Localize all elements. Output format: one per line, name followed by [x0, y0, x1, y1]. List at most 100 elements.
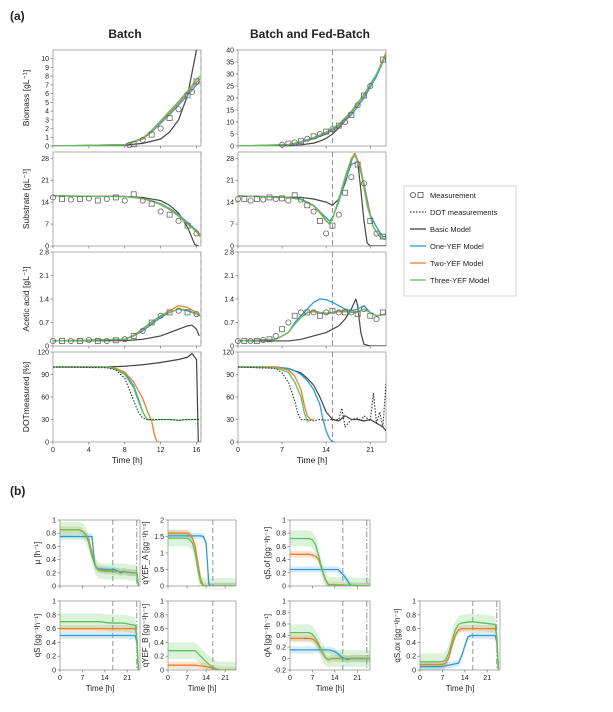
x-tick-label: 7 — [80, 675, 84, 682]
y-tick-label: 1 — [52, 599, 56, 606]
y-tick-label: 0.6 — [46, 626, 56, 633]
x-axis-label: Time [h] — [446, 684, 475, 693]
y-tick-label: 0.4 — [154, 640, 164, 647]
y-tick-label: 90 — [226, 372, 234, 379]
measurement-point — [361, 92, 367, 99]
confidence-band-three — [290, 624, 370, 668]
series-line-three — [53, 195, 201, 236]
measurement-point — [285, 197, 292, 204]
measurement-point — [59, 196, 65, 202]
y-tick-label: 2.1 — [39, 273, 49, 280]
y-tick-label: 0 — [230, 144, 234, 151]
x-tick-label: 0 — [236, 447, 240, 454]
legend-marker-circle — [409, 191, 416, 198]
y-tick-label: 1 — [282, 518, 286, 525]
series-line-three — [60, 621, 140, 670]
y-tick-label: 0 — [230, 344, 234, 351]
measurement-point — [310, 208, 317, 215]
confidence-band-two — [290, 634, 370, 664]
series-line-three — [290, 631, 370, 661]
measurement-point — [367, 83, 374, 90]
subplot-a-substrate-fed: 0 7 14 21 28 — [226, 151, 387, 251]
measurement-point — [316, 130, 323, 137]
subplot-b-qsox: 0 0.2 0.4 0.6 0.8 1 0 7 14 21 Time [h] qS,ox [gg⁻¹h… — [393, 599, 501, 693]
column-title-fed-batch: Batch and Fed-Batch — [250, 27, 370, 41]
subplot-b-qyef-a: 0 0.5 1 1.5 2 qYEF_A [gg⁻¹h⁻¹] — [141, 518, 237, 591]
y-axis-label: Acetic acid [gL⁻¹] — [21, 267, 31, 332]
measurement-point — [310, 309, 317, 316]
measurement-point — [166, 211, 173, 218]
y-tick-label: 2 — [160, 518, 164, 525]
series-group — [290, 520, 370, 586]
confidence-band-three — [290, 530, 370, 586]
y-tick-label: 2.8 — [224, 250, 234, 257]
y-tick-label: 0 — [45, 144, 49, 151]
measurement-point — [354, 311, 361, 318]
legend-label: Two-YEF Model — [430, 259, 484, 268]
series-line-three — [60, 529, 140, 586]
measurement-point — [373, 230, 380, 237]
x-tick-label: 0 — [418, 675, 422, 682]
legend-item: Basic Model — [410, 225, 471, 234]
subplot-b-qsof: 0 0.2 0.4 0.6 0.8 1 qS,of [gg⁻¹h⁻¹] — [263, 518, 371, 591]
x-axis-label: Time [h] — [188, 684, 217, 693]
axes-frame — [52, 49, 202, 147]
measurement-point — [247, 197, 254, 204]
y-tick-label: -0.2 — [274, 668, 286, 675]
y-tick-label: 0.2 — [276, 645, 286, 652]
y-tick-label: 0.8 — [154, 612, 164, 619]
y-tick-label: 9 — [45, 65, 49, 72]
series-line-three — [238, 366, 310, 422]
confidence-band-one — [60, 632, 139, 670]
measurement-point — [304, 135, 311, 142]
measurement-point — [50, 194, 57, 201]
y-tick-label: 0.4 — [276, 557, 286, 564]
x-tick-label: 7 — [185, 675, 189, 682]
y-tick-label: 10 — [41, 56, 49, 63]
measurement-point — [166, 115, 173, 121]
panel-label-a: (a) — [10, 9, 25, 23]
y-tick-label: 0 — [160, 584, 164, 591]
legend: Measurement DOT measurements Basic Model On… — [403, 185, 517, 297]
confidence-band-three — [420, 613, 499, 670]
measurement-point — [94, 197, 101, 204]
y-tick-label: 120 — [37, 350, 49, 357]
y-axis-label: DOTmeasured [%] — [21, 362, 31, 432]
measurement-point — [121, 336, 128, 343]
y-tick-label: 1 — [412, 599, 416, 606]
legend-label: Measurement — [430, 191, 477, 200]
y-tick-label: 15 — [226, 108, 234, 115]
confidence-band-two — [420, 625, 499, 670]
y-tick-label: 120 — [222, 350, 234, 357]
measurement-point — [148, 319, 155, 326]
measurement-point — [241, 338, 248, 344]
measurement-point — [85, 195, 92, 202]
x-tick-label: 21 — [483, 675, 491, 682]
y-tick-label: 30 — [41, 417, 49, 424]
measurement-point — [323, 309, 330, 316]
subplot-a-dot-batch: 0 30 60 90 120 0 4 8 12 16 Time [h] DOTmeasured [%] — [21, 350, 202, 465]
y-tick-label: 5 — [45, 100, 49, 107]
confidence-band-three — [60, 521, 139, 586]
y-tick-label: 0.2 — [154, 654, 164, 661]
y-tick-label: 1 — [282, 599, 286, 606]
y-tick-label: 0.4 — [276, 633, 286, 640]
y-tick-label: 0.7 — [39, 320, 49, 327]
measurement-point — [139, 197, 146, 204]
measurement-point — [335, 211, 342, 218]
y-axis-label: qS,ox [gg⁻¹h⁻¹] — [393, 608, 402, 662]
measurement-point — [304, 202, 311, 209]
measurement-point — [130, 333, 137, 339]
y-axis-label: qS,of [gg⁻¹h⁻¹] — [263, 527, 272, 579]
measurement-point — [373, 316, 380, 323]
y-tick-label: 0.8 — [46, 531, 56, 538]
y-tick-label: 25 — [226, 84, 234, 91]
series-line-one — [53, 308, 201, 342]
y-tick-label: 0.4 — [406, 640, 416, 647]
panel-label-b: (b) — [10, 484, 25, 498]
measurement-point — [260, 196, 267, 203]
axes-frame — [237, 251, 387, 347]
measurement-point — [354, 102, 361, 109]
measurement-point — [234, 195, 241, 202]
